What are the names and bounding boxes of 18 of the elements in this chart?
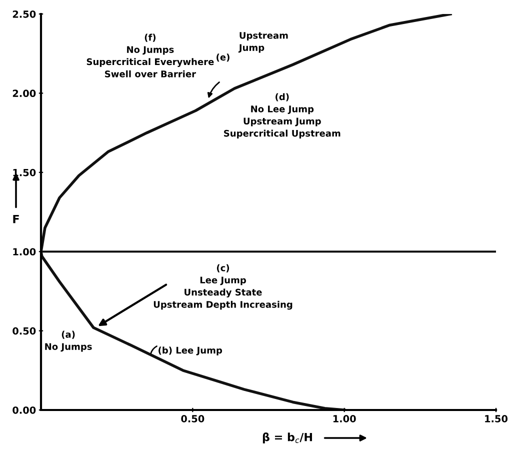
y-tick-label: 0.00 bbox=[12, 406, 36, 414]
annotation: (a) No Jumps bbox=[45, 330, 92, 352]
x-tick-label: 1.50 bbox=[485, 415, 508, 422]
y-tick-label: 1.50 bbox=[13, 168, 36, 176]
x-tick-label: 1.00 bbox=[333, 415, 356, 422]
annotation: (d) No Lee Jump Upstream Jump Supercritical Upstream bbox=[224, 93, 340, 138]
y-axis-title: F bbox=[13, 214, 19, 224]
y-tick-label: 1.00 bbox=[13, 248, 36, 256]
annotation: (c) Lee Jump Unsteady State Upstream Depth Increasing bbox=[154, 264, 292, 310]
annotation: (e) bbox=[216, 54, 230, 62]
annotation: (b) Lee Jump bbox=[158, 346, 222, 356]
x-axis-title: β = b$_{c}$/H bbox=[262, 432, 312, 444]
x-tick-label: 0.50 bbox=[181, 415, 204, 422]
y-tick-label: 2.00 bbox=[12, 90, 36, 98]
annotation: Upstream Jump bbox=[238, 32, 288, 53]
y-tick-label: 0.50 bbox=[12, 327, 36, 335]
y-tick-label: 2.50 bbox=[12, 10, 36, 18]
annotation: (f) No Jumps Supercritical Everywhere Swell over Barrier bbox=[86, 34, 214, 78]
